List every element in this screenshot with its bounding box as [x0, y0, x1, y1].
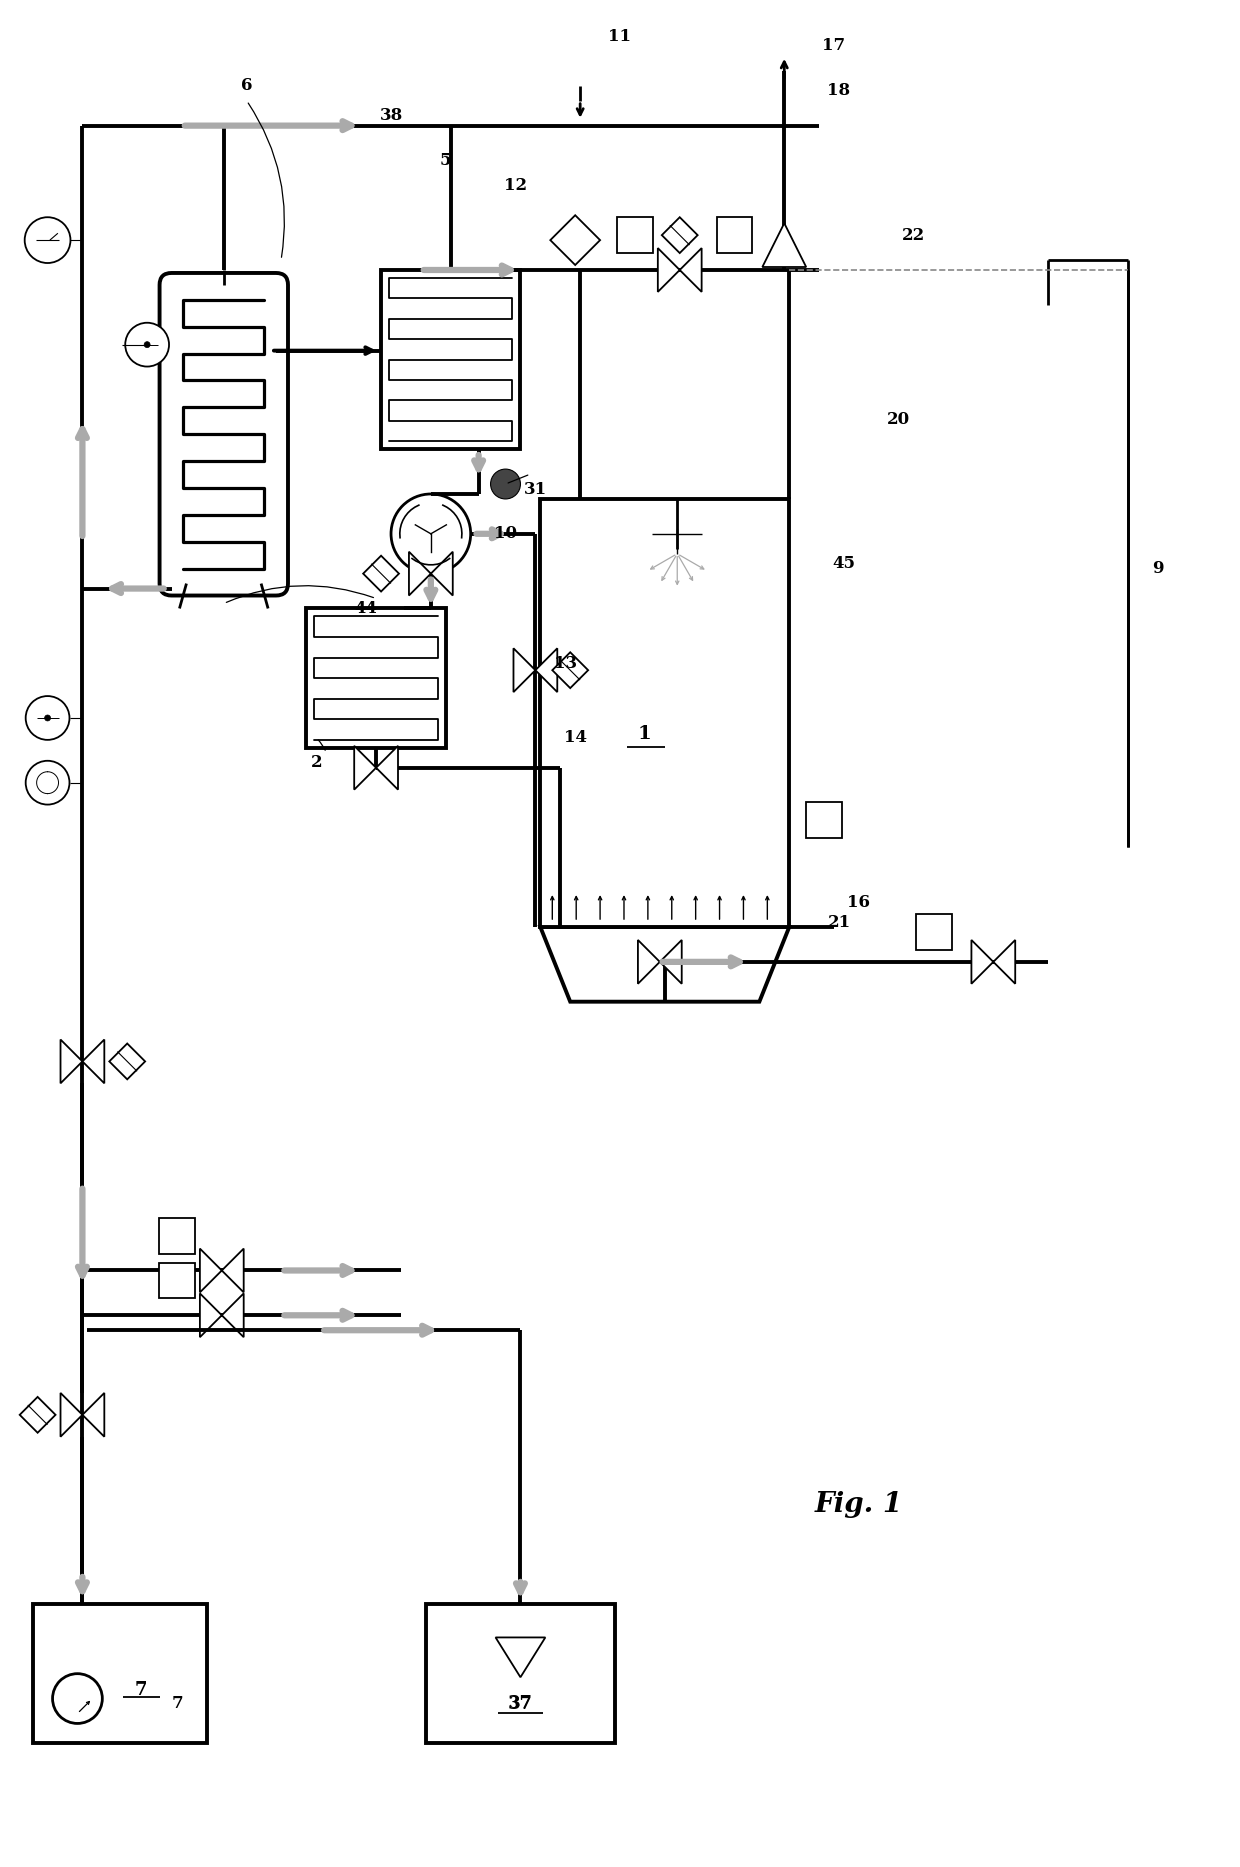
Polygon shape: [662, 217, 698, 254]
Polygon shape: [20, 1397, 56, 1432]
Text: 5: 5: [440, 151, 451, 170]
Bar: [425, 1604, 615, 1744]
Polygon shape: [200, 1249, 222, 1292]
Text: 20: 20: [887, 411, 910, 428]
Bar: [915, 915, 951, 950]
Polygon shape: [82, 1040, 104, 1083]
Text: 12: 12: [503, 177, 527, 194]
Polygon shape: [763, 224, 806, 267]
Bar: [381, 271, 521, 450]
Polygon shape: [658, 248, 680, 291]
Text: 38: 38: [379, 106, 403, 125]
Polygon shape: [536, 648, 557, 693]
Polygon shape: [363, 556, 399, 592]
Polygon shape: [109, 1044, 145, 1079]
Polygon shape: [551, 215, 600, 265]
Polygon shape: [409, 553, 430, 596]
Text: 7: 7: [171, 1695, 182, 1712]
Circle shape: [144, 342, 150, 347]
Polygon shape: [552, 652, 588, 689]
Text: Fig. 1: Fig. 1: [815, 1492, 903, 1518]
Bar: [806, 803, 842, 838]
Text: 9: 9: [1152, 560, 1163, 577]
Bar: [717, 217, 753, 254]
Circle shape: [26, 696, 69, 739]
Polygon shape: [637, 939, 660, 984]
Text: 11: 11: [609, 28, 631, 45]
Bar: [32, 1604, 207, 1744]
Text: 13: 13: [554, 655, 577, 672]
Polygon shape: [660, 939, 682, 984]
Text: 37: 37: [508, 1695, 532, 1712]
Text: 7: 7: [134, 1682, 146, 1699]
Polygon shape: [496, 1637, 546, 1677]
Polygon shape: [355, 745, 376, 790]
Polygon shape: [430, 553, 453, 596]
Text: 37: 37: [508, 1695, 533, 1714]
FancyBboxPatch shape: [160, 273, 288, 596]
Text: 18: 18: [827, 82, 851, 99]
Polygon shape: [993, 939, 1016, 984]
Text: 16: 16: [847, 894, 870, 911]
Polygon shape: [971, 939, 993, 984]
Polygon shape: [61, 1393, 82, 1438]
Bar: [618, 217, 652, 254]
Text: 10: 10: [494, 525, 517, 541]
Circle shape: [52, 1673, 103, 1723]
Text: 22: 22: [901, 226, 925, 243]
Polygon shape: [200, 1294, 222, 1337]
Polygon shape: [222, 1294, 244, 1337]
Text: 1: 1: [639, 726, 652, 743]
Bar: [306, 609, 446, 749]
Text: 6: 6: [241, 77, 253, 95]
Circle shape: [45, 715, 51, 721]
Text: 45: 45: [832, 554, 856, 571]
Text: 21: 21: [827, 913, 851, 930]
Text: 2: 2: [310, 754, 322, 771]
Text: 31: 31: [523, 480, 547, 497]
Circle shape: [391, 495, 471, 573]
Polygon shape: [82, 1393, 104, 1438]
Bar: [159, 1262, 195, 1298]
Polygon shape: [376, 745, 398, 790]
Text: 17: 17: [822, 37, 846, 54]
Text: 44: 44: [355, 599, 378, 616]
Circle shape: [125, 323, 169, 366]
Circle shape: [26, 760, 69, 805]
Text: 14: 14: [564, 730, 587, 747]
Circle shape: [25, 217, 71, 263]
Polygon shape: [541, 928, 789, 1003]
Bar: [159, 1217, 195, 1253]
Circle shape: [491, 469, 521, 498]
Polygon shape: [222, 1249, 244, 1292]
Polygon shape: [513, 648, 536, 693]
Bar: [541, 498, 789, 928]
Polygon shape: [680, 248, 702, 291]
Polygon shape: [61, 1040, 82, 1083]
